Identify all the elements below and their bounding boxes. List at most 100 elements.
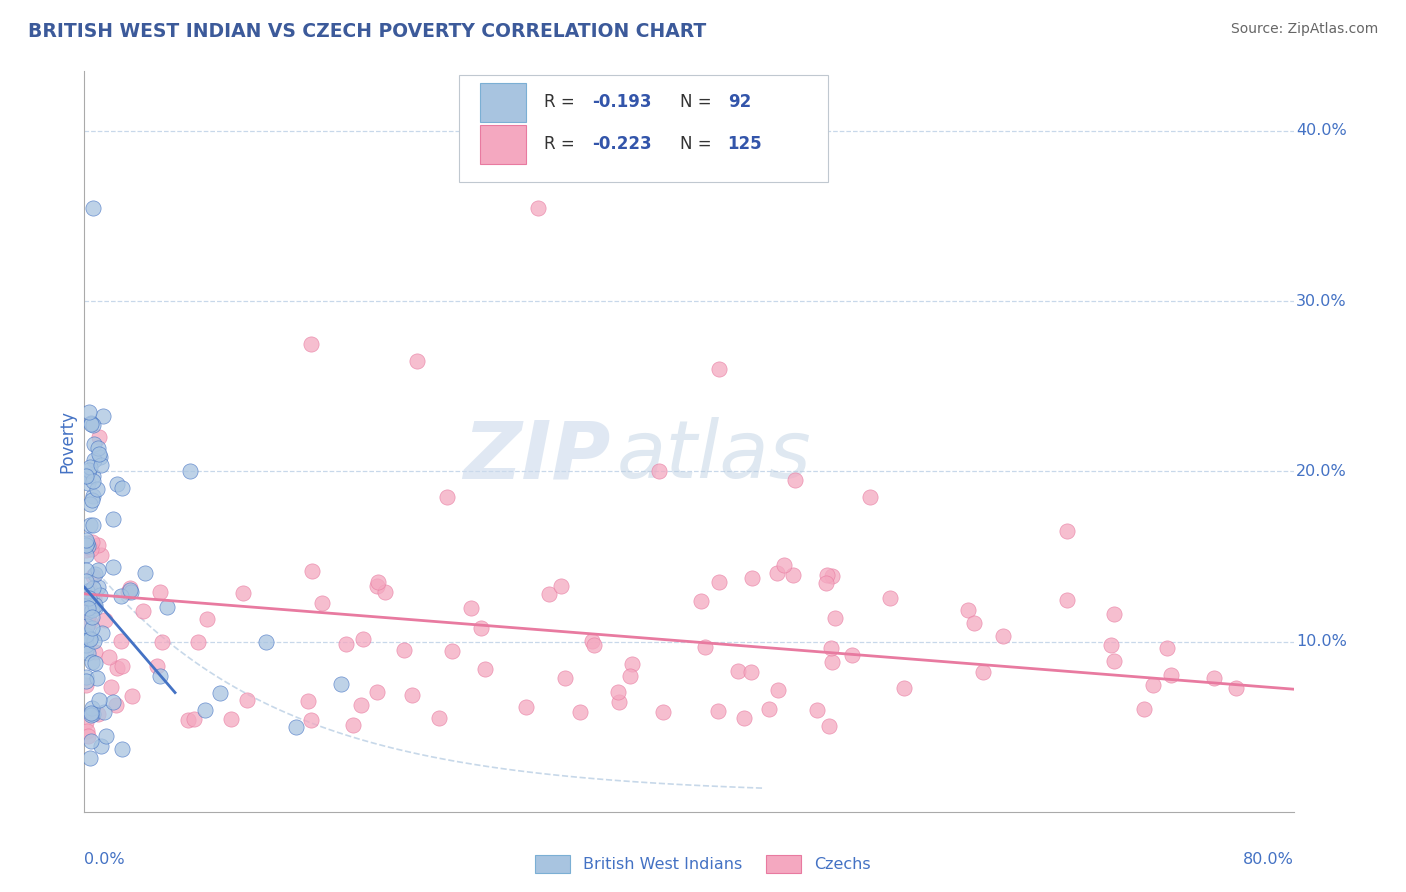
Point: [707, 575, 730, 590]
Point: [90, 458, 112, 472]
Point: [75, 604, 97, 618]
Text: 125: 125: [728, 135, 762, 153]
Point: [707, 704, 730, 718]
Point: [783, 473, 806, 487]
Point: [515, 700, 537, 714]
Point: [342, 718, 364, 732]
Point: [474, 662, 496, 676]
Point: [581, 633, 603, 648]
Point: [76, 583, 98, 598]
Point: [1056, 592, 1078, 607]
Point: [87, 563, 110, 577]
Point: [538, 586, 561, 600]
Point: [89, 450, 111, 465]
Point: [77, 729, 100, 743]
Point: [105, 698, 128, 713]
Point: [150, 635, 173, 649]
Point: [75, 543, 97, 558]
Point: [436, 490, 458, 504]
Point: [79, 497, 101, 511]
Point: [1225, 681, 1247, 695]
Point: [815, 568, 838, 582]
Point: [568, 705, 591, 719]
Point: [80, 493, 103, 508]
Point: [77, 588, 100, 602]
Point: [821, 655, 844, 669]
Point: [782, 568, 804, 582]
Point: [406, 353, 429, 368]
Point: [77, 607, 100, 621]
Point: [709, 362, 731, 376]
Point: [82, 417, 104, 432]
Point: [86, 482, 108, 496]
Point: [254, 634, 277, 648]
Point: [76, 536, 98, 550]
Point: [91, 626, 114, 640]
Point: [963, 615, 986, 630]
Point: [90, 548, 112, 562]
Point: [75, 468, 97, 483]
Point: [75, 643, 97, 657]
Point: [82, 569, 104, 583]
Point: [1104, 654, 1126, 668]
Point: [893, 681, 915, 695]
Point: [84, 598, 107, 612]
Point: [766, 682, 789, 697]
Point: [84, 566, 107, 581]
Point: [350, 698, 373, 712]
Point: [89, 693, 111, 707]
Point: [111, 481, 134, 495]
Point: [527, 201, 550, 215]
Point: [82, 518, 104, 533]
Point: [75, 467, 97, 482]
Point: [103, 512, 125, 526]
Legend: British West Indians, Czechs: British West Indians, Czechs: [529, 848, 877, 880]
Point: [75, 533, 97, 548]
Point: [733, 711, 755, 725]
Point: [470, 621, 492, 635]
Point: [177, 713, 200, 727]
Point: [79, 631, 101, 645]
Point: [110, 589, 132, 603]
Point: [75, 628, 97, 642]
Text: 40.0%: 40.0%: [1296, 123, 1347, 138]
Text: atlas: atlas: [616, 417, 811, 495]
Point: [75, 638, 97, 652]
Point: [75, 469, 97, 483]
Point: [96, 729, 118, 743]
Point: [1104, 607, 1126, 622]
Point: [335, 637, 357, 651]
Point: [118, 581, 141, 595]
Text: N =: N =: [681, 93, 717, 111]
Point: [1202, 671, 1225, 685]
Point: [80, 734, 103, 748]
Point: [149, 668, 172, 682]
Point: [80, 706, 103, 721]
Point: [77, 600, 100, 615]
Point: [82, 489, 104, 503]
Text: -0.193: -0.193: [592, 93, 652, 111]
Point: [80, 593, 103, 607]
Point: [80, 541, 103, 556]
Point: [235, 693, 257, 707]
Point: [75, 548, 97, 562]
Point: [75, 630, 97, 644]
Point: [110, 634, 132, 648]
Point: [90, 739, 112, 753]
Text: 20.0%: 20.0%: [1296, 464, 1347, 479]
Point: [232, 586, 254, 600]
Point: [727, 664, 749, 678]
Y-axis label: Poverty: Poverty: [58, 410, 76, 473]
Point: [299, 336, 322, 351]
Point: [821, 569, 844, 583]
Point: [366, 579, 388, 593]
Point: [879, 591, 901, 606]
Point: [75, 670, 97, 684]
Text: 10.0%: 10.0%: [1296, 634, 1347, 649]
Point: [87, 538, 110, 552]
Point: [87, 447, 110, 461]
Point: [554, 671, 576, 685]
Point: [187, 635, 209, 649]
Point: [82, 706, 104, 721]
Point: [82, 701, 104, 715]
